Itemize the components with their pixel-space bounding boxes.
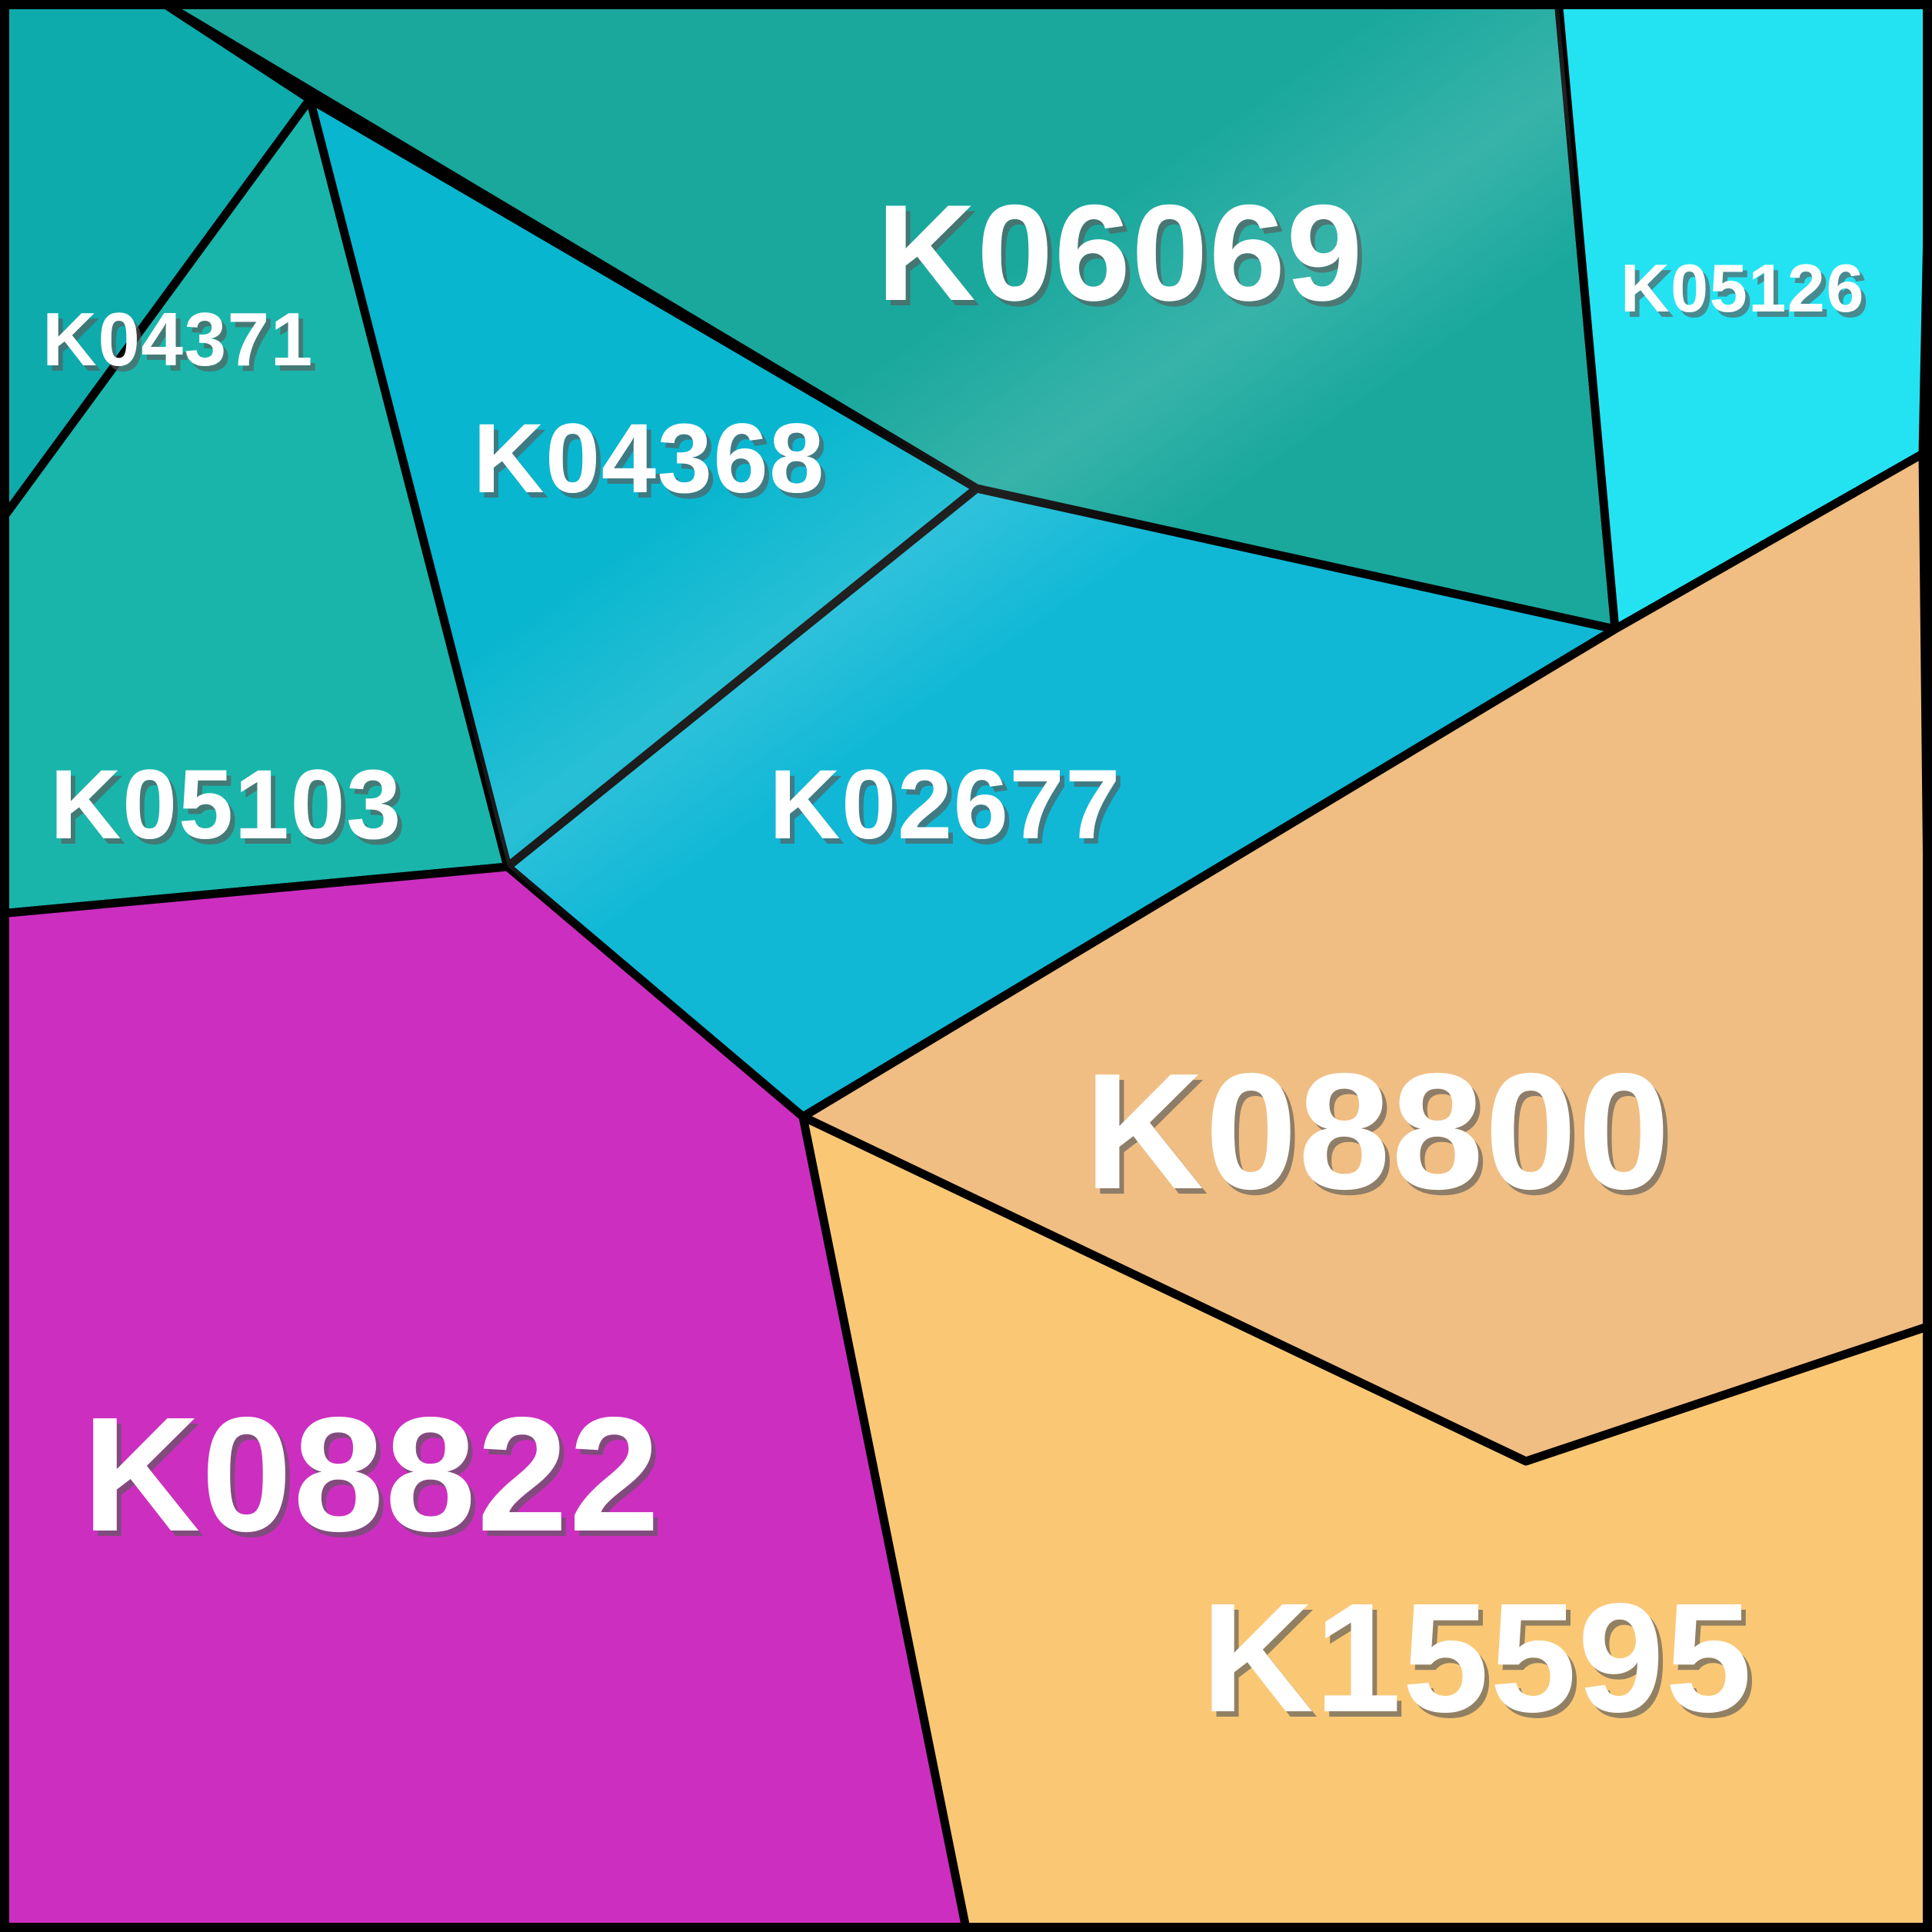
svg-text:K04371: K04371 <box>42 297 314 381</box>
svg-text:K02677: K02677 <box>769 750 1121 860</box>
svg-text:K08822: K08822 <box>82 1383 661 1565</box>
svg-text:K15595: K15595 <box>1201 1571 1753 1744</box>
svg-text:K05103: K05103 <box>50 750 402 860</box>
svg-text:K04368: K04368 <box>473 404 825 514</box>
svg-text:K05126: K05126 <box>1621 250 1865 326</box>
svg-text:K08800: K08800 <box>1084 1038 1671 1224</box>
svg-text:K06069: K06069 <box>877 176 1364 329</box>
